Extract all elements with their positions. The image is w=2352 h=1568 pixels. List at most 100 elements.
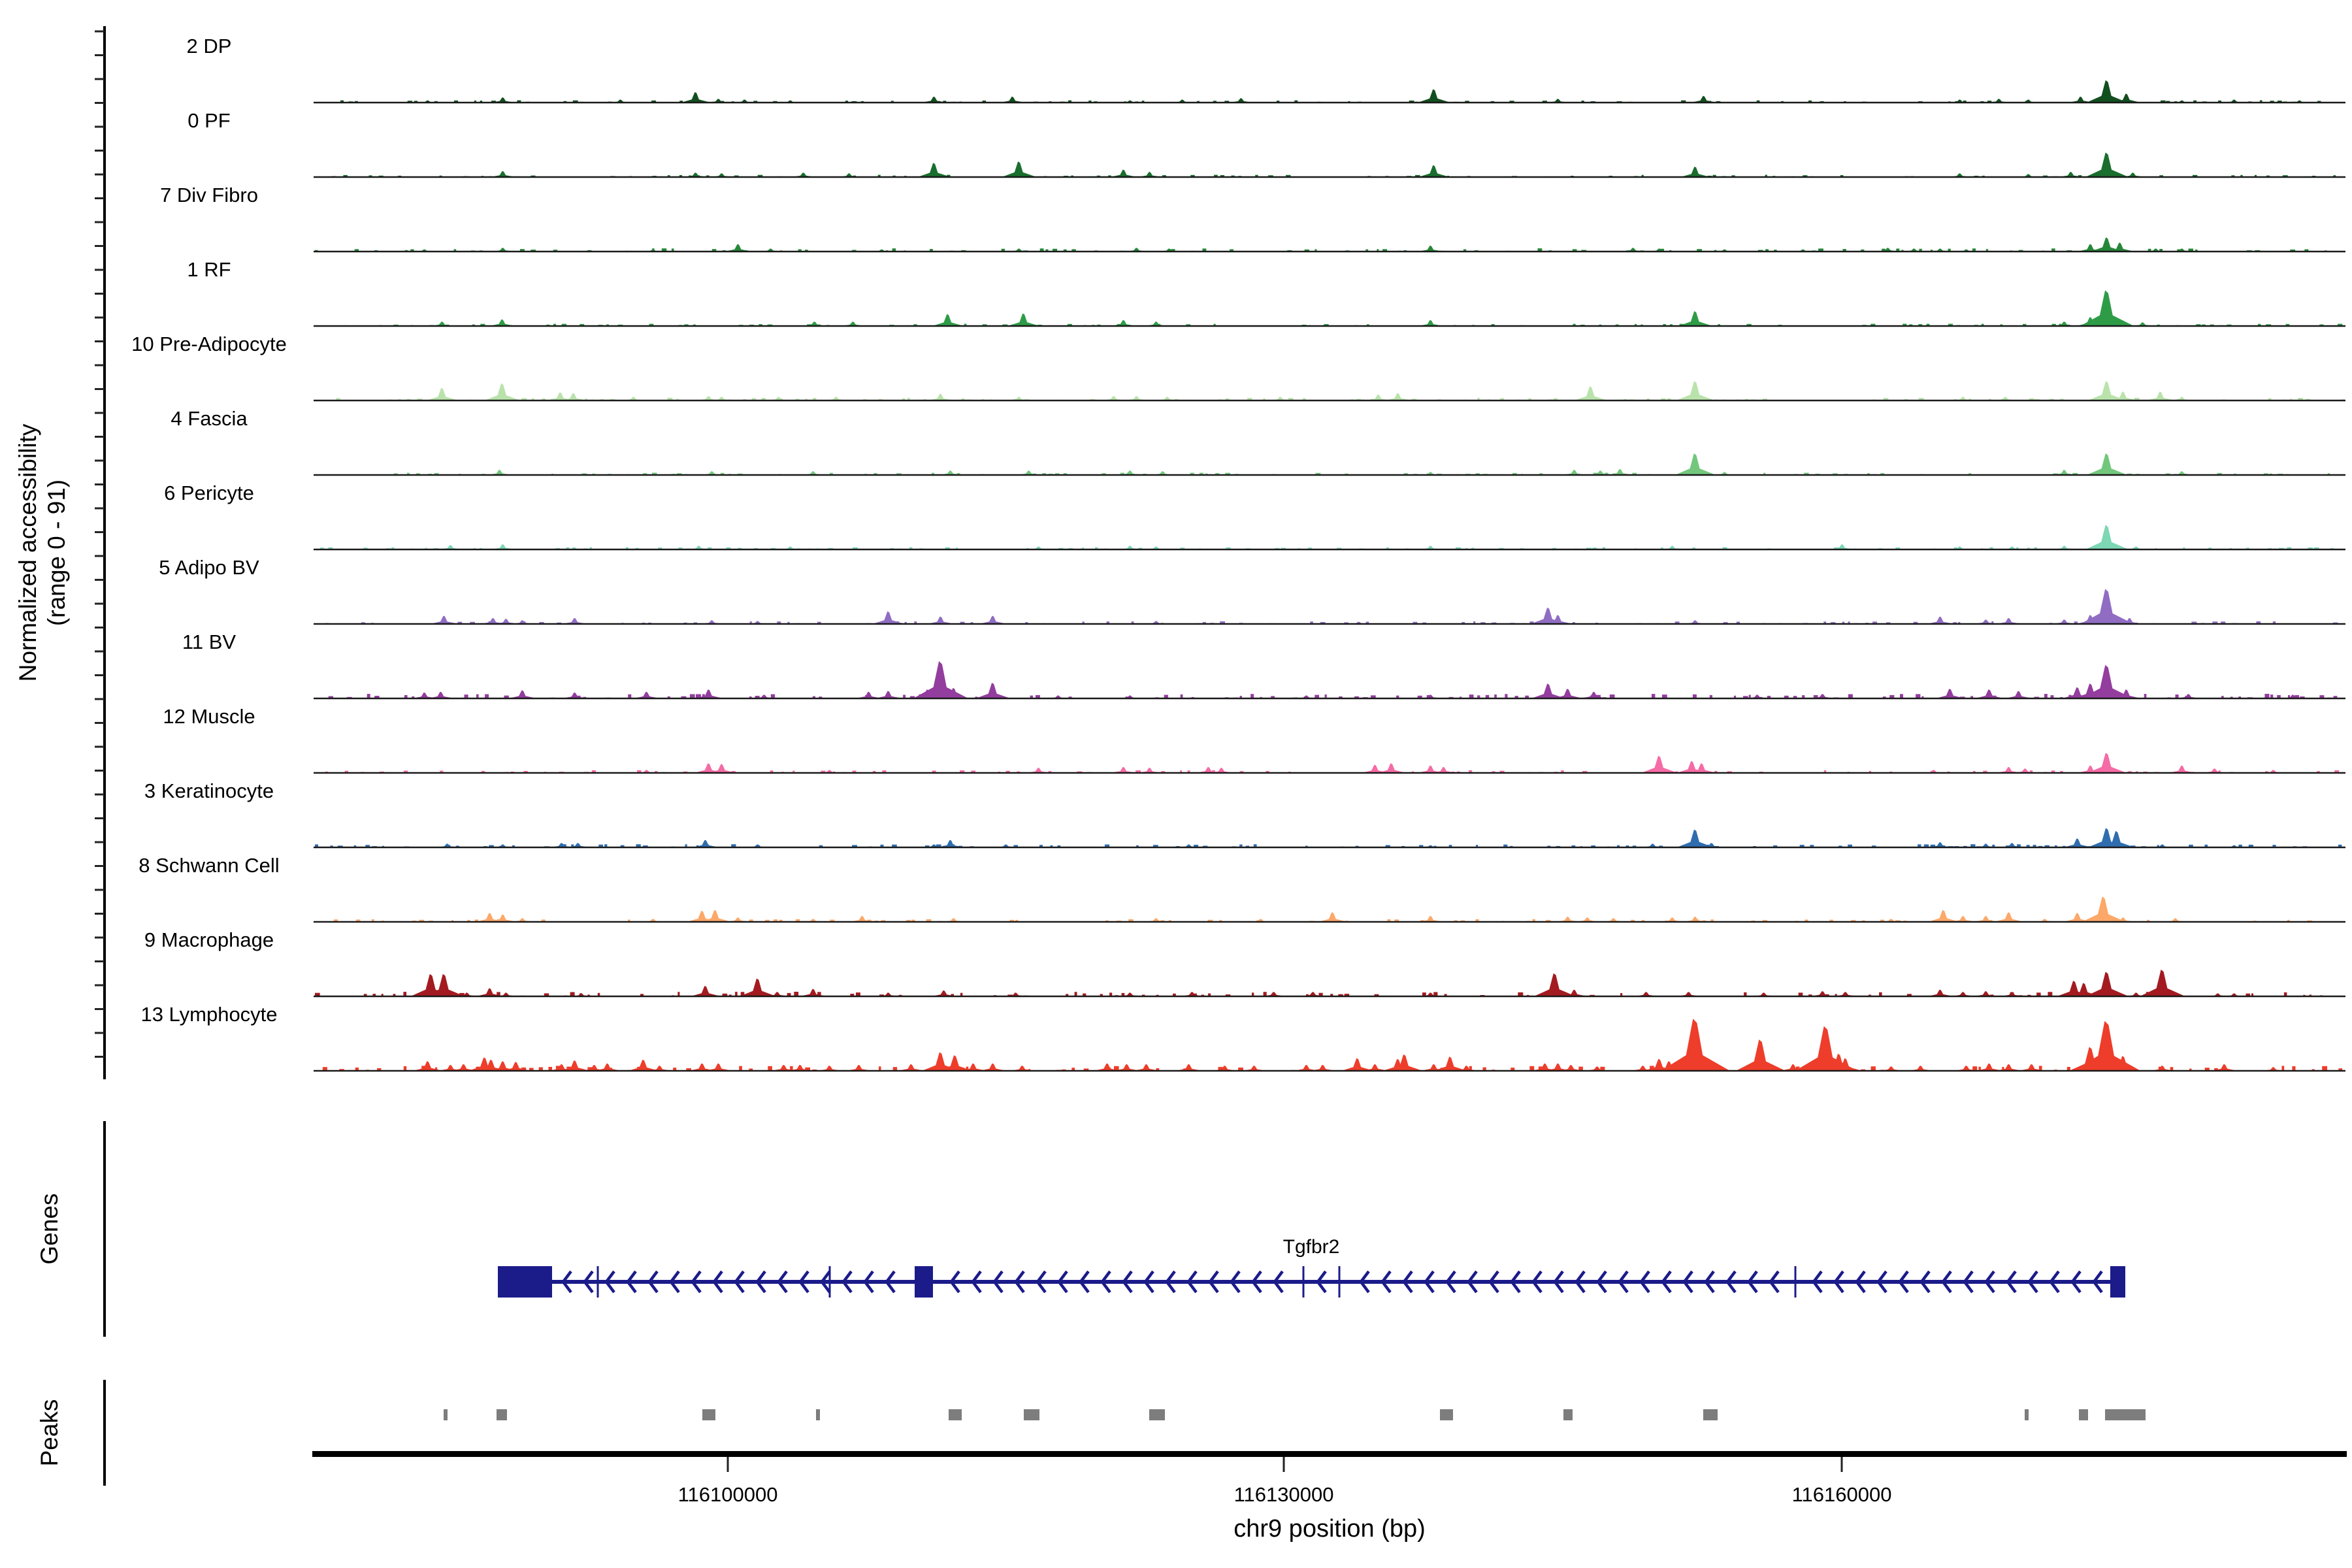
signal-peak <box>1175 1064 1203 1071</box>
signal-peak <box>1433 1056 1467 1071</box>
signal-peak <box>647 1066 673 1071</box>
strand-arrow-left <box>734 1270 745 1294</box>
signal-peak <box>1676 381 1715 400</box>
track-13-lymphocyte: 13 Lymphocyte <box>140 1003 2345 1072</box>
track-label: 9 Macrophage <box>144 928 274 951</box>
signal-peak <box>765 992 790 996</box>
track-label: 0 PF <box>188 109 230 132</box>
signal-peak <box>2112 93 2141 103</box>
peak-region-box <box>444 1409 448 1420</box>
signal-peak <box>1973 915 1999 922</box>
strand-arrow-left <box>2049 1270 2060 1294</box>
strand-arrow-left <box>1510 1270 1521 1294</box>
signal-peak <box>1119 100 1142 103</box>
strand-arrow-left <box>1467 1270 1478 1294</box>
signal-peak <box>1935 689 1965 698</box>
signal-peak <box>2001 546 2024 549</box>
signal-peak <box>2090 237 2124 252</box>
track-signal <box>438 525 2148 549</box>
strand-arrow-left <box>841 1270 853 1294</box>
signal-peak <box>1810 991 1836 996</box>
signal-peak <box>932 314 964 326</box>
strand-arrow-left <box>1898 1270 1909 1294</box>
strand-arrow-left <box>1704 1270 1715 1294</box>
signal-peak <box>694 763 724 773</box>
signal-peak <box>476 988 504 996</box>
signal-peak <box>2080 589 2134 624</box>
track-6-pericyte: 6 Pericyte <box>164 482 2345 551</box>
signal-peak <box>2087 828 2127 847</box>
signal-peak <box>1607 468 1633 475</box>
track-label: 1 RF <box>187 258 231 281</box>
signal-peak <box>1974 843 1999 847</box>
signal-peak <box>1908 1066 1934 1071</box>
strand-arrow-left <box>1424 1270 1435 1294</box>
signal-peak <box>746 844 770 847</box>
signal-peak <box>1713 472 1737 475</box>
signal-peak <box>855 691 883 698</box>
signal-peak <box>1386 1054 1423 1071</box>
signal-peak <box>642 249 665 252</box>
track-signal <box>430 290 2155 326</box>
y-axis-label-line2: (range 0 - 91) <box>43 480 70 626</box>
signal-peak <box>771 1064 797 1071</box>
signal-peak <box>1630 1066 1656 1071</box>
signal-peak <box>689 1063 716 1071</box>
track-1-rf: 1 RF <box>187 258 2345 327</box>
signal-peak <box>1113 1064 1141 1071</box>
signal-peak <box>1995 1064 2023 1071</box>
signal-peak <box>1641 755 1678 773</box>
strand-arrow-left <box>2027 1270 2038 1294</box>
signal-peak <box>1676 760 1708 773</box>
signal-peak <box>1973 991 1999 996</box>
signal-peak <box>1009 1066 1036 1071</box>
signal-peak <box>1974 619 1999 624</box>
signal-peak <box>2085 152 2129 177</box>
signal-peak <box>1699 843 1724 847</box>
signal-peak <box>2121 172 2146 177</box>
strand-arrow-left <box>1165 1270 1176 1294</box>
track-label: 4 Fascia <box>171 407 248 430</box>
signal-peak <box>2170 248 2194 252</box>
signal-peak <box>1950 915 1976 922</box>
signal-peak <box>1111 319 1137 326</box>
strand-arrow-left <box>1186 1270 1198 1294</box>
signal-peak <box>1144 918 1169 922</box>
signal-peak <box>1948 173 1972 177</box>
signal-peak <box>1212 1066 1238 1071</box>
strand-arrow-left <box>1639 1270 1650 1294</box>
signal-peak <box>2261 1067 2286 1071</box>
signal-peak <box>1996 617 2022 624</box>
signal-peak <box>913 661 969 698</box>
signal-peak <box>1110 169 1137 177</box>
signal-peak <box>960 1063 987 1071</box>
signal-peak <box>683 172 708 177</box>
gene-name-label: Tgfbr2 <box>1283 1236 1340 1258</box>
signal-peak <box>1047 695 1070 698</box>
signal-peak <box>1418 245 1444 252</box>
signal-peak <box>1145 621 1168 624</box>
signal-peak <box>1955 249 1978 252</box>
signal-peak <box>412 692 438 698</box>
signal-peak <box>1588 470 1613 475</box>
signal-peak <box>696 396 721 400</box>
x-axis-title: chr9 position (bp) <box>1233 1515 1426 1543</box>
signal-peak <box>752 694 777 698</box>
peak-region-box <box>2025 1409 2029 1420</box>
signal-peak <box>2112 689 2141 698</box>
signal-peak <box>594 1063 621 1071</box>
signal-peak <box>2052 619 2077 624</box>
signal-peak <box>490 171 516 177</box>
signal-peak <box>426 387 459 400</box>
signal-peak <box>2017 174 2040 177</box>
strand-arrow-left <box>1833 1270 1844 1294</box>
peak-region-box <box>1703 1409 1718 1420</box>
signal-peak <box>2206 993 2230 996</box>
signal-peak <box>2170 100 2194 103</box>
track-signal <box>410 970 2246 996</box>
signal-peak <box>2117 617 2143 624</box>
signal-peak <box>510 918 535 922</box>
signal-peak <box>1634 992 1659 996</box>
signal-peak <box>438 545 463 549</box>
